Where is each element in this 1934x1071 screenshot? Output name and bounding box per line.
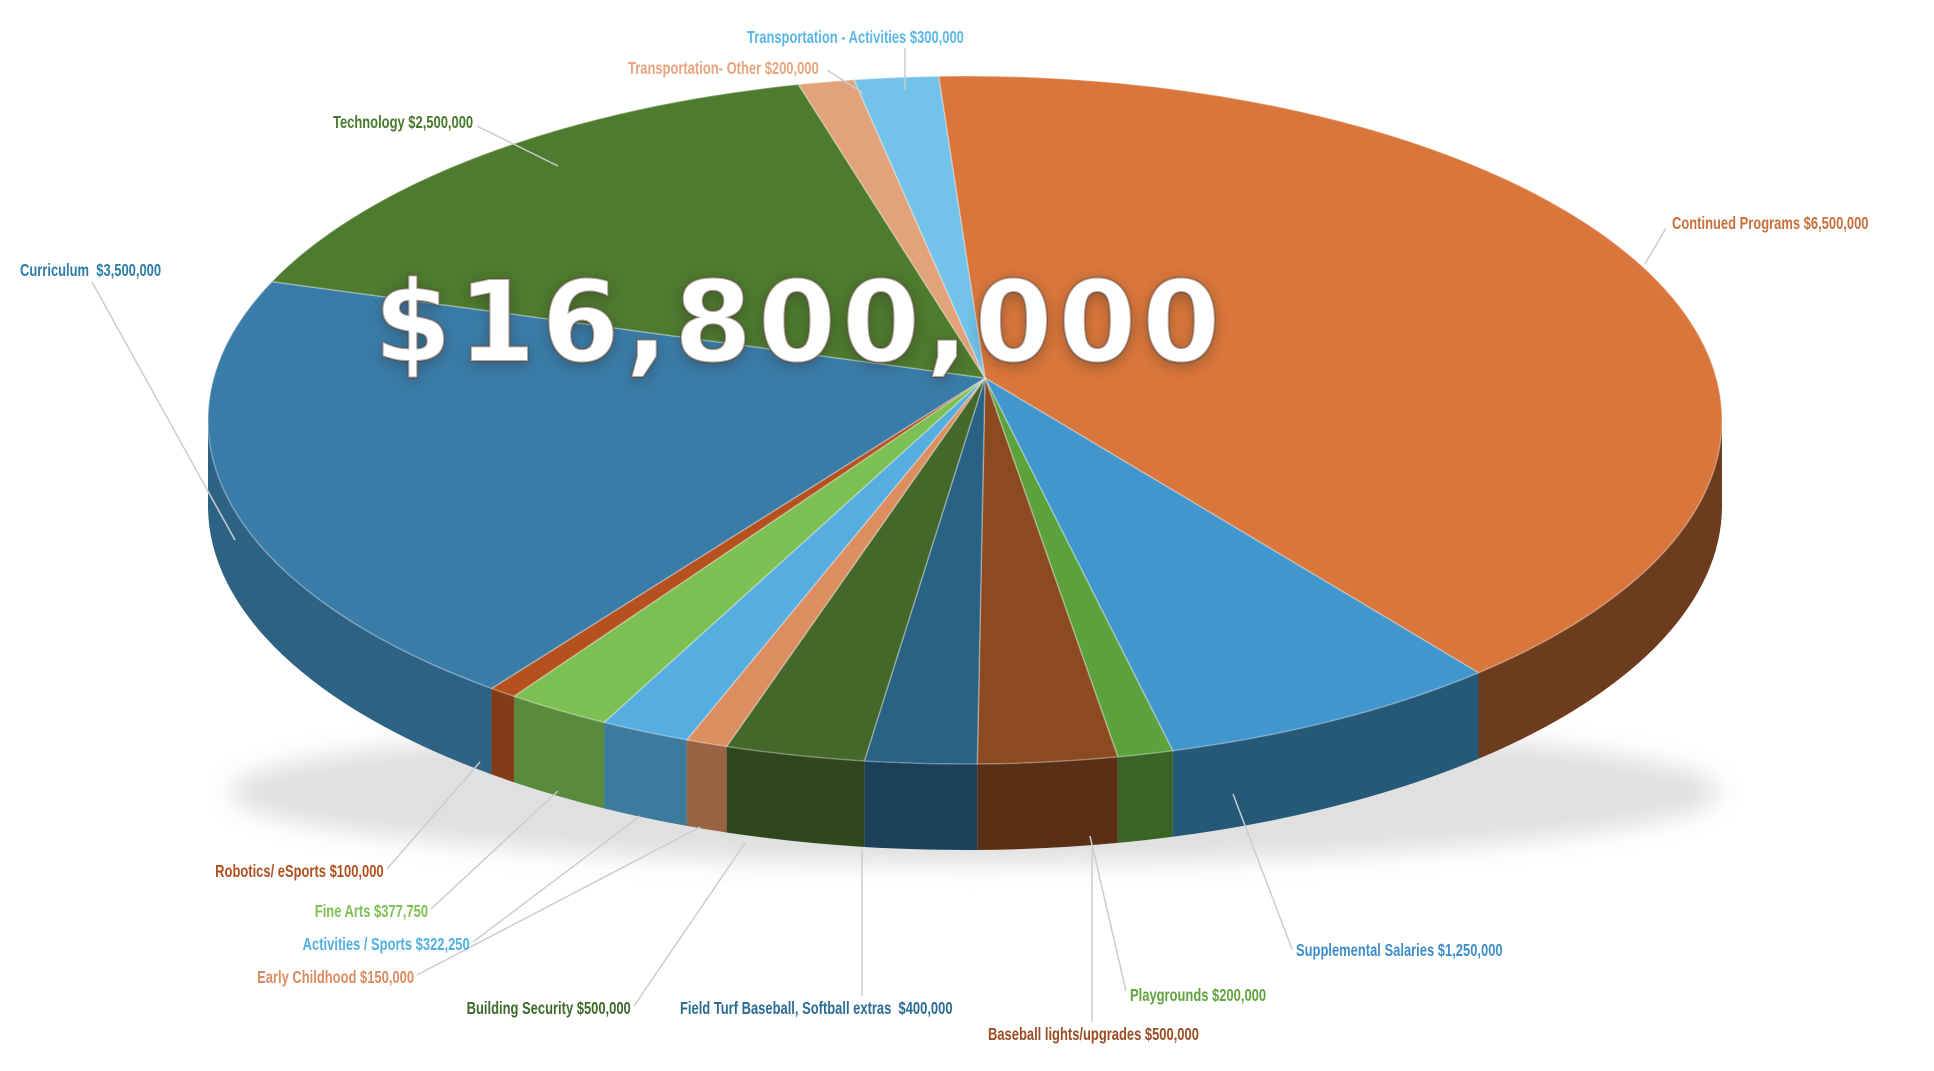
leader-line-robotics-esports [386, 761, 481, 870]
pie-slice-activities-sports[interactable] [603, 377, 986, 741]
pie-slice-continued-programs[interactable] [937, 75, 1723, 674]
leader-line-activities-sports [472, 815, 641, 943]
leader-line-playgrounds [1089, 835, 1127, 992]
pie-slice-transportation-other[interactable] [797, 78, 986, 379]
pie-slice-technology[interactable] [271, 83, 986, 379]
pie-slice-playgrounds[interactable] [984, 377, 1174, 758]
slice-label-baseball-lights: Baseball lights/upgrades $500,000 [988, 1024, 1199, 1044]
leader-line-technology [476, 125, 559, 167]
leader-line-early-childhood [416, 826, 701, 976]
pie-slice-curriculum[interactable] [207, 280, 986, 690]
pie-slice-side-early-childhood [686, 739, 727, 833]
leader-line-curriculum [91, 281, 236, 541]
leader-line-fine-arts [430, 790, 559, 910]
pie-slice-side-fine-arts [513, 696, 605, 809]
slice-label-transportation-activities: Transportation - Activities $300,000 [747, 27, 964, 47]
slice-label-activities-sports: Activities / Sports $322,250 [303, 934, 470, 954]
slice-label-robotics-esports: Robotics/ eSports $100,000 [215, 861, 384, 881]
pie-slice-fine-arts[interactable] [513, 377, 986, 724]
pie-slice-side-supplemental-salaries [1172, 672, 1479, 837]
slice-label-playgrounds: Playgrounds $200,000 [1130, 985, 1267, 1005]
slice-label-curriculum: Curriculum $3,500,000 [20, 260, 162, 280]
slice-label-continued-programs: Continued Programs $6,500,000 [1672, 213, 1869, 233]
slice-label-fine-arts: Fine Arts $377,750 [314, 901, 428, 921]
pie-slice-side-robotics-esports [491, 688, 514, 783]
slice-label-supplemental-salaries: Supplemental Salaries $1,250,000 [1296, 940, 1503, 960]
leader-line-supplemental-salaries [1232, 793, 1293, 950]
pie-slice-transportation-activities[interactable] [853, 75, 986, 379]
pie-slice-building-security[interactable] [725, 377, 986, 762]
pie-slice-supplemental-salaries[interactable] [984, 377, 1480, 752]
pie-slice-side-baseball-lights [977, 756, 1118, 850]
pie-slice-early-childhood[interactable] [685, 377, 986, 748]
pie-slice-robotics-esports[interactable] [490, 377, 986, 698]
pie-slice-side-playgrounds [1117, 750, 1173, 843]
pie-slice-side-continued-programs [1478, 420, 1722, 759]
pie-slice-field-turf[interactable] [863, 377, 986, 765]
slice-label-technology: Technology $2,500,000 [333, 112, 474, 132]
pie-slice-side-field-turf [864, 760, 978, 850]
pie-slice-side-curriculum [208, 420, 492, 775]
leader-line-continued-programs [1644, 227, 1667, 265]
slice-label-transportation-other: Transportation- Other $200,000 [628, 58, 819, 78]
leader-line-building-security [633, 842, 746, 1007]
pie-slice-side-building-security [726, 746, 865, 847]
pie-slice-baseball-lights[interactable] [976, 377, 1119, 765]
slice-label-building-security: Building Security $500,000 [466, 998, 631, 1018]
slice-label-field-turf: Field Turf Baseball, Softball extras $40… [680, 998, 953, 1018]
pie-slice-side-activities-sports [604, 722, 687, 826]
slice-label-early-childhood: Early Childhood $150,000 [257, 967, 414, 987]
leader-line-transportation-other [826, 69, 864, 94]
